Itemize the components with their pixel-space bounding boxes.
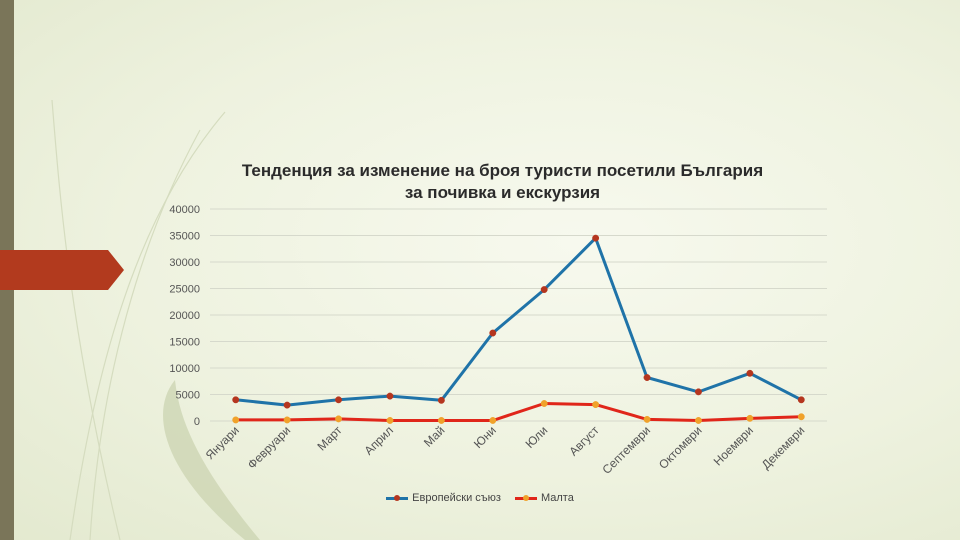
y-tick-label-15000: 15000 — [169, 337, 200, 349]
x-tick-label-1: Февруари — [245, 423, 294, 472]
series-1-point-0 — [232, 416, 240, 424]
series-0-point-9 — [695, 388, 702, 396]
series-0-point-4 — [437, 396, 445, 404]
legend-malta-swatch — [514, 493, 537, 503]
red-tab-marker — [0, 250, 124, 290]
x-tick-label-6: Юли — [523, 423, 551, 451]
series-1-point-6 — [540, 400, 548, 407]
x-tick-label-11: Декември — [759, 423, 808, 472]
x-tick-label-0: Януари — [203, 423, 242, 462]
series-1-point-9 — [695, 417, 702, 424]
series-0-point-11 — [797, 396, 805, 404]
y-tick-label-10000: 10000 — [169, 363, 200, 375]
series-0-point-6 — [540, 286, 548, 294]
series-1-point-10 — [746, 414, 754, 422]
series-0-point-7 — [592, 234, 600, 242]
series-1-point-1 — [283, 416, 291, 424]
legend-eu-swatch — [386, 493, 409, 503]
chart-title: Тенденция за изменение на броя туристи п… — [241, 161, 764, 202]
series-0-point-5 — [489, 329, 497, 337]
series-1-point-7 — [592, 401, 600, 409]
series-1-point-8 — [643, 415, 651, 423]
series-1-point-3 — [386, 417, 394, 424]
y-tick-label-20000: 20000 — [169, 310, 200, 322]
y-tick-label-0: 0 — [194, 416, 200, 428]
series-0-point-3 — [386, 392, 394, 400]
x-tick-label-9: Октомври — [656, 423, 705, 472]
series-0-point-10 — [746, 369, 754, 377]
legend-malta-label: Малта — [540, 492, 574, 504]
x-tick-label-7: Август — [566, 423, 602, 459]
y-tick-label-25000: 25000 — [169, 284, 200, 296]
chart-legend: Европейски съюз Малта — [0, 492, 960, 504]
x-tick-label-10: Ноември — [711, 423, 756, 468]
series-line-0 — [234, 236, 803, 407]
x-tick-label-5: Юни — [471, 423, 499, 451]
x-tick-label-3: Април — [362, 423, 397, 458]
series-0-point-1 — [283, 401, 291, 409]
series-0-point-2 — [335, 396, 342, 404]
y-tick-label-30000: 30000 — [169, 257, 200, 269]
legend-item-eu: Европейски съюз — [386, 492, 501, 504]
series-1-point-2 — [335, 415, 342, 423]
series-line-1 — [234, 402, 803, 422]
y-tick-label-40000: 40000 — [169, 204, 200, 216]
x-tick-label-2: Март — [314, 423, 345, 454]
legend-item-malta: Малта — [514, 492, 574, 504]
series-0-point-0 — [232, 396, 240, 404]
legend-eu-label: Европейски съюз — [412, 492, 501, 504]
x-tick-label-8: Септември — [600, 423, 654, 477]
series-1-point-5 — [489, 417, 497, 424]
x-tick-label-4: Май — [421, 423, 448, 450]
series-1-point-4 — [437, 417, 445, 424]
y-tick-label-5000: 5000 — [176, 390, 200, 402]
y-tick-label-35000: 35000 — [169, 231, 200, 243]
series-1-point-11 — [797, 413, 805, 421]
series-0-point-8 — [643, 374, 651, 381]
